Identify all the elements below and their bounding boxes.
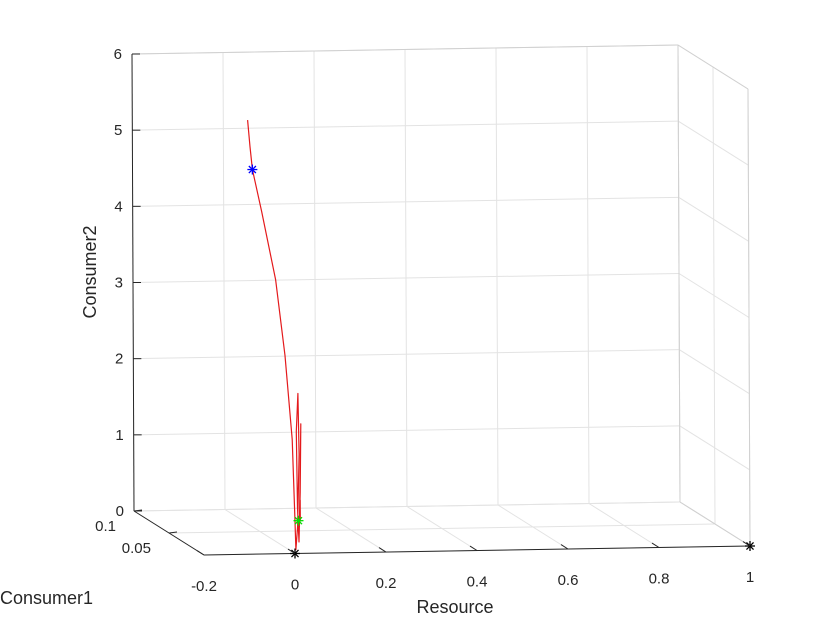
grid-lines — [131, 44, 751, 556]
x-tick-mark — [651, 542, 660, 548]
grid-line-z-side — [679, 425, 750, 471]
x-tick-label: 1 — [746, 569, 754, 586]
grid-line-y-floor — [133, 501, 681, 512]
grid-line-z-side — [678, 120, 749, 166]
x-tick-label: 0 — [291, 577, 299, 594]
box-edge — [131, 44, 679, 55]
x-tick-label: 0.6 — [558, 572, 579, 589]
x-tick-label: 0.2 — [376, 575, 397, 592]
box-edge — [679, 501, 751, 547]
y-axis-label: Consumer1 — [0, 588, 93, 608]
grid-line-y-floor — [168, 523, 716, 534]
grid-line-z-back — [133, 349, 680, 360]
z-tick-label: 6 — [114, 46, 122, 63]
x-tick-mark — [560, 544, 569, 550]
y-tick-mark — [168, 531, 178, 534]
grid-line-z-side — [679, 349, 750, 395]
x-tick-label: 0.8 — [649, 571, 670, 588]
x-tick-label: -0.2 — [191, 578, 217, 595]
trajectory-line — [247, 120, 302, 551]
data-series — [247, 120, 302, 551]
x-tick-mark — [469, 545, 478, 551]
box-edge — [747, 88, 751, 547]
grid-line-z-back — [132, 120, 679, 131]
z-tick-label: 5 — [114, 122, 122, 139]
x-tick-mark — [378, 547, 387, 553]
grid-line-z-back — [132, 196, 679, 207]
x-tick-mark — [287, 548, 296, 554]
z-tick-label: 3 — [115, 275, 123, 292]
y-tick-label: 0.05 — [122, 540, 151, 557]
x-tick-label: 0.4 — [467, 574, 488, 591]
asterisk-marker — [247, 164, 258, 175]
x-axis-label: Resource — [416, 597, 493, 617]
z-tick-label: 2 — [115, 351, 123, 368]
z-tick-label: 0 — [116, 503, 124, 520]
box-edge — [677, 44, 681, 503]
grid-line-z-back — [132, 273, 680, 283]
y-tick-label: 0.1 — [95, 518, 116, 535]
x-tick-mark — [742, 541, 751, 547]
z-tick-label: 1 — [115, 427, 123, 444]
box-edge — [677, 44, 749, 90]
grid-line-z-back — [133, 425, 680, 436]
grid-line-z-side — [678, 273, 750, 318]
asterisk-marker — [293, 515, 304, 526]
z-axis-label: Consumer2 — [80, 225, 100, 318]
x-tick-mark — [196, 550, 205, 556]
grid-line-z-side — [678, 196, 749, 242]
z-tick-label: 4 — [114, 198, 122, 215]
